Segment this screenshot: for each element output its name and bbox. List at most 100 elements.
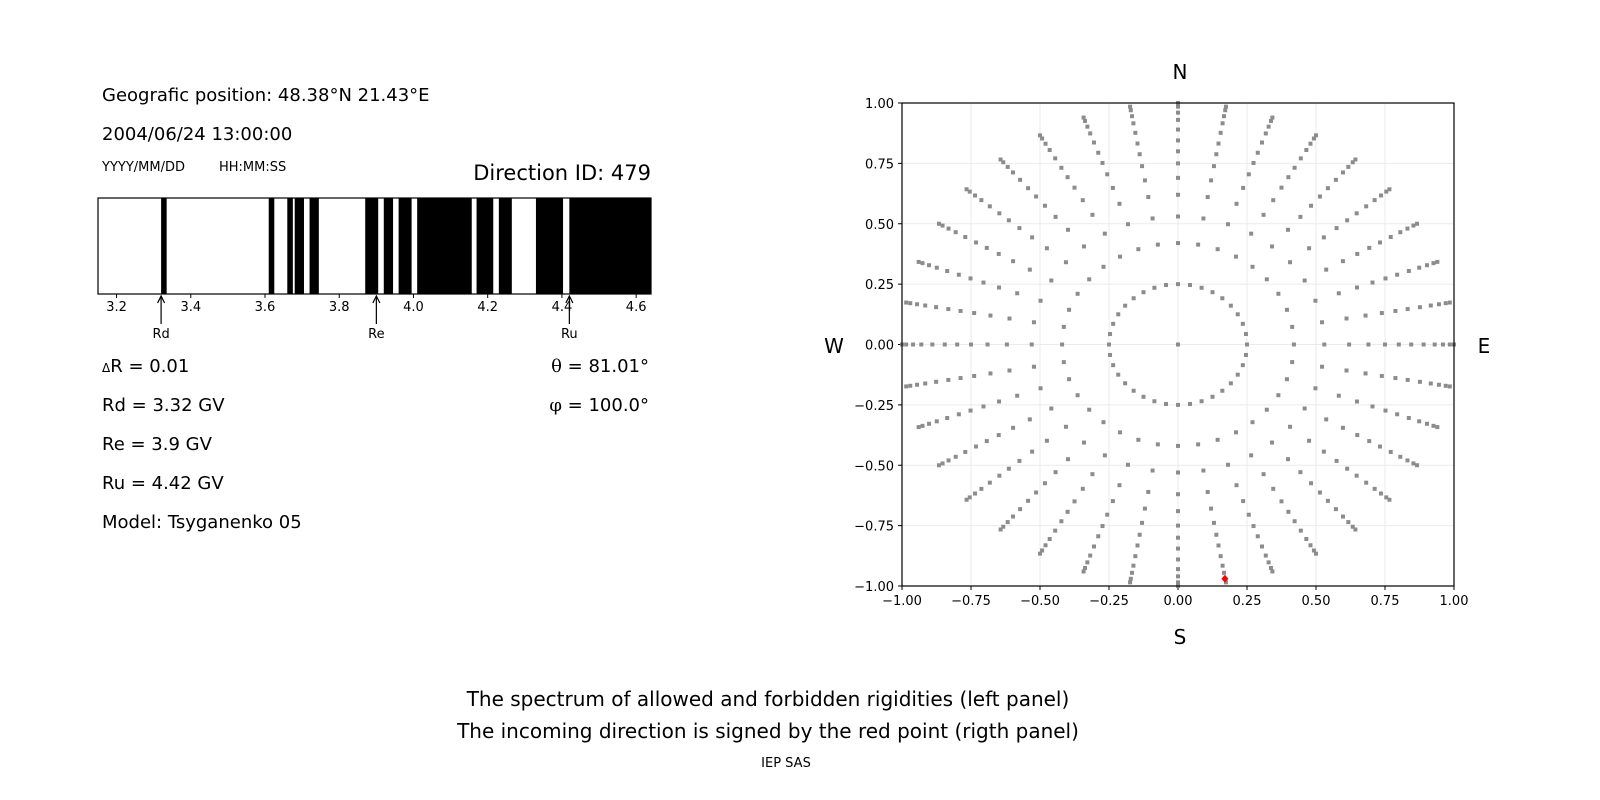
direction-point <box>1030 235 1035 240</box>
direction-point <box>1354 399 1359 404</box>
y-tick-label: 0.00 <box>865 339 894 354</box>
direction-point <box>1384 189 1389 194</box>
direction-point <box>1288 424 1293 429</box>
direction-point <box>1176 110 1180 115</box>
direction-point <box>1142 506 1147 511</box>
x-tick-label: −0.50 <box>1020 594 1060 609</box>
direction-point <box>996 433 1001 438</box>
model: Model: Tsyganenko 05 <box>102 512 302 533</box>
direction-point <box>1447 384 1452 389</box>
rigidity-spectrum-chart: 3.2 3.4 3.6 3.8 4.0 4.2 4.4 4.6 Rd Re Ru <box>97 197 652 342</box>
direction-point <box>1128 576 1133 581</box>
y-tick-label: −0.75 <box>854 520 894 535</box>
direction-point <box>1285 457 1290 462</box>
direction-point <box>1176 104 1180 109</box>
direction-point <box>1417 305 1422 310</box>
x-tick-label: −1.00 <box>882 594 922 609</box>
direction-point <box>1080 486 1085 491</box>
direction-point <box>1201 216 1206 221</box>
direction-point <box>1405 458 1410 463</box>
direction-point <box>1353 157 1358 162</box>
direction-point <box>988 371 993 376</box>
compass-east: E <box>1477 334 1491 358</box>
direction-point <box>1345 466 1350 471</box>
direction-point <box>1001 160 1006 165</box>
direction-point <box>1152 399 1157 404</box>
direction-point <box>934 379 939 384</box>
direction-point <box>1336 291 1341 296</box>
delta-r-value: R = 0.01 <box>110 356 190 377</box>
direction-point <box>1334 458 1339 463</box>
x-tick-label: −0.75 <box>951 594 991 609</box>
direction-point <box>1264 407 1269 412</box>
direction-point <box>1308 543 1313 548</box>
direction-point <box>1340 514 1345 519</box>
direction-point <box>1398 230 1403 235</box>
arrow-head-icon <box>372 294 381 304</box>
direction-point <box>1087 277 1092 282</box>
direction-point <box>974 444 979 449</box>
direction-point <box>1063 260 1068 265</box>
direction-point <box>1220 121 1225 126</box>
direction-point <box>1405 307 1410 312</box>
direction-point <box>1040 548 1045 553</box>
direction-point <box>1409 342 1414 347</box>
direction-point <box>1345 218 1350 223</box>
forbidden-band <box>268 198 275 294</box>
direction-point <box>1291 342 1296 347</box>
direction-point <box>1059 165 1064 170</box>
direction-point <box>1040 136 1045 141</box>
x-tick-label: 1.00 <box>1440 594 1469 609</box>
forbidden-band <box>398 198 412 294</box>
forbidden-band <box>161 198 167 294</box>
direction-point <box>1125 462 1130 467</box>
direction-point <box>904 342 909 347</box>
direction-point <box>1131 296 1136 301</box>
direction-point <box>1266 560 1271 565</box>
direction-point <box>984 245 989 250</box>
direction-point <box>1038 133 1042 138</box>
direction-point <box>1228 303 1233 308</box>
direction-point <box>981 280 986 285</box>
direction-point <box>1324 417 1329 422</box>
direction-point <box>1053 528 1058 533</box>
direction-point <box>1276 393 1281 398</box>
direction-point <box>1102 453 1107 458</box>
direction-point <box>1298 528 1303 533</box>
direction-point <box>972 311 977 316</box>
direction-point <box>1220 388 1225 393</box>
direction-point <box>1141 394 1146 399</box>
direction-point <box>1047 147 1052 152</box>
direction-point <box>1187 401 1192 406</box>
date-format-label: YYYY/MM/DD <box>102 160 185 175</box>
x-tick-label: 0.00 <box>1164 594 1193 609</box>
direction-point <box>1011 170 1016 175</box>
direction-point <box>1128 580 1133 585</box>
direction-point <box>1075 291 1080 296</box>
direction-point <box>1325 186 1330 191</box>
direction-point <box>1085 124 1090 129</box>
direction-point <box>1196 242 1201 247</box>
direction-point <box>1201 468 1206 473</box>
direction-point <box>1060 342 1065 347</box>
direction-point <box>1049 406 1054 411</box>
direction-point <box>1387 497 1392 502</box>
re-value: Re = 3.9 GV <box>102 434 212 455</box>
direction-point <box>1428 303 1433 308</box>
plot-frame <box>901 102 1455 587</box>
direction-point <box>927 421 932 426</box>
x-tick-label: 4.2 <box>477 300 498 315</box>
rd-value: Rd = 3.32 GV <box>102 395 225 416</box>
direction-point <box>1288 260 1293 265</box>
direction-point <box>1396 342 1401 347</box>
x-tick-label: 4.0 <box>403 300 424 315</box>
direction-point <box>1334 226 1339 231</box>
direction-point <box>1241 185 1246 190</box>
direction-point <box>1018 177 1023 182</box>
direction-point <box>1302 406 1307 411</box>
y-tick-label: −0.25 <box>854 399 894 414</box>
direction-point <box>1100 160 1105 165</box>
direction-point <box>1211 164 1216 169</box>
direction-point <box>1241 499 1246 504</box>
direction-point <box>1142 178 1147 183</box>
